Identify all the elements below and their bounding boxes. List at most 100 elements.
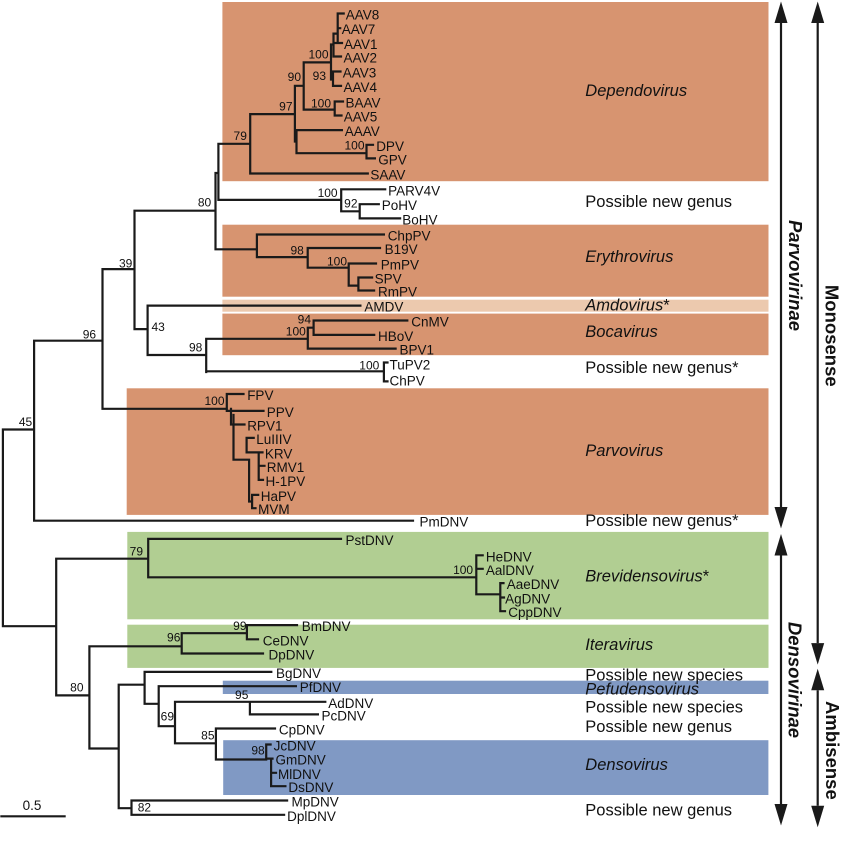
svg-text:AAV1: AAV1	[344, 37, 378, 52]
svg-text:HBoV: HBoV	[378, 329, 413, 344]
svg-text:CeDNV: CeDNV	[263, 633, 309, 648]
svg-text:CpDNV: CpDNV	[279, 723, 325, 738]
svg-text:RMV1: RMV1	[267, 460, 305, 475]
svg-text:DpDNV: DpDNV	[269, 648, 315, 663]
svg-text:92: 92	[344, 197, 358, 211]
svg-text:MpDNV: MpDNV	[292, 795, 339, 810]
svg-text:43: 43	[152, 320, 166, 334]
svg-text:B19V: B19V	[385, 242, 418, 257]
svg-text:AAV4: AAV4	[344, 80, 378, 95]
svg-text:100: 100	[308, 47, 328, 61]
svg-text:39: 39	[119, 256, 133, 270]
svg-text:AgDNV: AgDNV	[505, 592, 550, 607]
svg-text:TuPV2: TuPV2	[390, 358, 431, 373]
svg-text:45: 45	[19, 415, 33, 429]
svg-text:93: 93	[313, 69, 327, 83]
svg-text:95: 95	[235, 688, 249, 702]
svg-text:GPV: GPV	[378, 152, 407, 167]
svg-text:97: 97	[279, 100, 293, 114]
svg-text:Possible new genus: Possible new genus	[585, 193, 732, 211]
svg-text:PPV: PPV	[267, 405, 294, 420]
svg-text:100: 100	[327, 254, 347, 268]
svg-text:Pefudensovirus: Pefudensovirus	[585, 681, 699, 699]
svg-text:Densovirinae: Densovirinae	[785, 622, 806, 738]
svg-text:Possible new genus*: Possible new genus*	[585, 359, 739, 377]
svg-text:Monosense: Monosense	[821, 285, 842, 387]
svg-text:79: 79	[234, 129, 248, 143]
svg-text:ChPV: ChPV	[390, 373, 425, 388]
svg-text:BPV1: BPV1	[400, 343, 435, 358]
svg-text:Parvovirus: Parvovirus	[585, 442, 663, 460]
svg-text:BoHV: BoHV	[402, 212, 437, 227]
svg-text:PoHV: PoHV	[382, 198, 417, 213]
svg-text:Ambisense: Ambisense	[822, 701, 843, 800]
svg-text:RPV1: RPV1	[247, 419, 282, 434]
svg-text:SAAV: SAAV	[370, 168, 405, 183]
svg-text:AAV7: AAV7	[342, 22, 376, 37]
svg-text:KRV: KRV	[265, 446, 293, 461]
svg-text:Iteravirus: Iteravirus	[585, 636, 653, 654]
svg-text:PstDNV: PstDNV	[346, 533, 394, 548]
svg-text:80: 80	[70, 681, 84, 695]
svg-text:LuIIIV: LuIIIV	[256, 432, 291, 447]
svg-text:80: 80	[198, 195, 212, 209]
svg-text:98: 98	[251, 744, 265, 758]
svg-text:AAV5: AAV5	[344, 110, 378, 125]
svg-text:AAV2: AAV2	[344, 51, 378, 66]
svg-text:Brevidensovirus*: Brevidensovirus*	[585, 568, 709, 586]
svg-text:90: 90	[288, 70, 302, 84]
svg-text:HeDNV: HeDNV	[486, 549, 532, 564]
svg-text:H-1PV: H-1PV	[266, 474, 306, 489]
svg-text:100: 100	[344, 138, 364, 152]
svg-text:AAV8: AAV8	[346, 8, 380, 23]
svg-text:100: 100	[318, 186, 338, 200]
svg-text:69: 69	[161, 710, 175, 724]
svg-text:Erythrovirus: Erythrovirus	[585, 248, 673, 266]
svg-text:AAV3: AAV3	[343, 66, 377, 81]
svg-text:94: 94	[298, 313, 312, 327]
svg-text:DsDNV: DsDNV	[288, 780, 333, 795]
svg-text:DPV: DPV	[376, 139, 404, 154]
svg-text:Possible new species: Possible new species	[585, 699, 743, 717]
svg-text:CppDNV: CppDNV	[508, 605, 561, 620]
svg-text:82: 82	[138, 800, 152, 814]
svg-text:Possible new genus: Possible new genus	[585, 718, 732, 736]
svg-text:100: 100	[453, 563, 473, 577]
svg-text:AdDNV: AdDNV	[328, 696, 373, 711]
svg-text:MlDNV: MlDNV	[278, 767, 321, 782]
svg-text:GmDNV: GmDNV	[276, 753, 326, 768]
svg-text:98: 98	[290, 243, 304, 257]
svg-text:FPV: FPV	[247, 388, 273, 403]
svg-text:PmDNV: PmDNV	[420, 515, 469, 530]
svg-text:Possible new genus: Possible new genus	[585, 801, 732, 819]
svg-text:100: 100	[204, 394, 224, 408]
svg-text:SPV: SPV	[375, 272, 402, 287]
svg-text:PcDNV: PcDNV	[322, 708, 366, 723]
svg-text:79: 79	[130, 544, 144, 558]
svg-text:MVM: MVM	[258, 502, 290, 517]
svg-text:100: 100	[359, 358, 379, 372]
svg-text:Parvovirinae: Parvovirinae	[785, 220, 806, 331]
svg-text:HaPV: HaPV	[261, 489, 296, 504]
svg-text:PmPV: PmPV	[381, 258, 419, 273]
svg-text:100: 100	[286, 324, 306, 338]
svg-text:Densovirus: Densovirus	[585, 756, 668, 774]
svg-text:DplDNV: DplDNV	[287, 809, 336, 824]
svg-text:Amdovirus*: Amdovirus*	[584, 297, 670, 315]
svg-text:CnMV: CnMV	[411, 315, 449, 330]
svg-text:AMDV: AMDV	[364, 300, 403, 315]
svg-text:AAAV: AAAV	[345, 124, 380, 139]
svg-text:PfDNV: PfDNV	[300, 680, 341, 695]
svg-text:BmDNV: BmDNV	[302, 619, 351, 634]
svg-text:RmPV: RmPV	[378, 285, 417, 300]
svg-text:Dependovirus: Dependovirus	[585, 82, 687, 100]
svg-text:BAAV: BAAV	[346, 96, 381, 111]
svg-text:AaeDNV: AaeDNV	[507, 577, 560, 592]
svg-text:Bocavirus: Bocavirus	[585, 323, 657, 341]
svg-text:85: 85	[201, 729, 215, 743]
svg-text:99: 99	[233, 619, 247, 633]
svg-text:ChpPV: ChpPV	[388, 229, 431, 244]
svg-text:JcDNV: JcDNV	[274, 739, 316, 754]
svg-text:96: 96	[83, 328, 97, 342]
svg-text:100: 100	[311, 97, 331, 111]
